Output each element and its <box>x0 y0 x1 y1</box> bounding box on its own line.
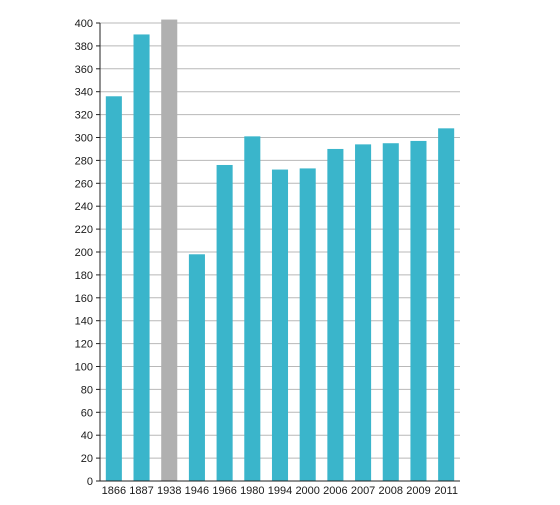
x-tick-label: 1866 <box>102 485 126 497</box>
y-tick-label: 20 <box>81 453 93 465</box>
bar-2009 <box>410 140 427 481</box>
y-tick-label: 360 <box>75 64 93 76</box>
x-tick-label: 2006 <box>323 485 347 497</box>
x-tick-label: 2000 <box>295 485 319 497</box>
bar-2007 <box>355 144 372 481</box>
x-tick-label: 2009 <box>406 485 430 497</box>
bar-1994 <box>271 169 289 481</box>
bar-2006 <box>327 148 344 481</box>
y-tick-label: 40 <box>81 430 93 442</box>
y-tick-label: 220 <box>75 224 93 236</box>
y-tick-label: 280 <box>75 155 93 167</box>
y-tick-label: 320 <box>75 110 93 122</box>
y-tick-label: 120 <box>75 339 93 351</box>
x-tick-label: 2011 <box>434 485 458 497</box>
x-tick-label: 1887 <box>129 485 153 497</box>
x-tick-label: 2008 <box>379 485 403 497</box>
y-tick-label: 140 <box>75 316 93 328</box>
y-tick-label: 180 <box>75 270 93 282</box>
bar-1946 <box>188 254 205 481</box>
y-tick-label: 380 <box>75 41 93 53</box>
bar-1866 <box>105 96 122 481</box>
x-tick-label: 1946 <box>185 485 209 497</box>
y-tick-label: 340 <box>75 87 93 99</box>
x-tick-label: 2007 <box>351 485 375 497</box>
y-tick-label: 100 <box>75 362 93 374</box>
x-tick-labels: 1866 1887 1938 1946 1966 1980 1994 2000 2006 2007… <box>102 485 458 497</box>
bar-1938 <box>161 19 178 481</box>
y-tick-label: 400 <box>75 18 93 30</box>
y-tick-label: 260 <box>75 178 93 190</box>
x-tick-label: 1980 <box>240 485 264 497</box>
y-tick-label: 240 <box>75 201 93 213</box>
y-tick-label: 300 <box>75 133 93 145</box>
bar-1887 <box>133 34 150 481</box>
x-tick-label: 1994 <box>268 485 292 497</box>
y-tick-label: 160 <box>75 293 93 305</box>
x-tick-label: 1938 <box>157 485 181 497</box>
axis-layer <box>96 22 460 482</box>
y-tick-label: 200 <box>75 247 93 259</box>
bar-layer <box>105 19 455 482</box>
bar-1966 <box>216 164 233 482</box>
y-tick-label: 0 <box>87 476 93 488</box>
bar-2008 <box>382 143 399 481</box>
y-tick-labels: 0 20 40 60 80 100 120 140 160 180 200 220 240 260 280 3… <box>75 18 93 488</box>
bar-1980 <box>244 136 261 482</box>
y-tick-label: 60 <box>81 407 93 419</box>
bar-2011 <box>438 128 455 481</box>
bar-2000 <box>299 168 316 482</box>
y-tick-label: 80 <box>81 384 93 396</box>
x-tick-label: 1966 <box>212 485 236 497</box>
